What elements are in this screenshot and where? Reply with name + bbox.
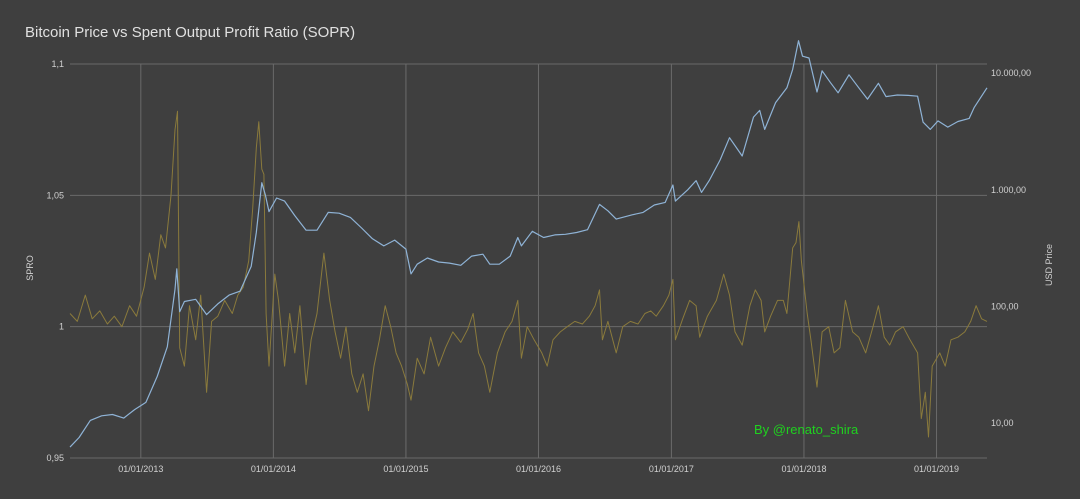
sopr-series-line: [69, 110, 988, 438]
y2-tick-label: 10.000,00: [991, 68, 1031, 78]
chart-title: Bitcoin Price vs Spent Output Profit Rat…: [25, 24, 356, 41]
x-tick-label: 01/01/2014: [251, 464, 296, 474]
grid-layer: [70, 63, 987, 459]
x-tick-label: 01/01/2016: [516, 464, 561, 474]
x-tick-label: 01/01/2017: [649, 464, 694, 474]
price-series-line: [69, 40, 988, 448]
axis-layer: 0,95 1 1,05 1,1 01/01/2013 01/01/2014 01/01/20…: [46, 59, 1031, 474]
y-tick-label: 1,1: [51, 59, 64, 69]
y2-tick-label: 10,00: [991, 418, 1014, 428]
y2-tick-label: 100,00: [991, 301, 1019, 311]
x-tick-label: 01/01/2018: [781, 464, 826, 474]
x-tick-label: 01/01/2013: [118, 464, 163, 474]
author-annotation: By @renato_shira: [754, 422, 859, 437]
y-tick-label: 0,95: [46, 453, 64, 463]
x-tick-label: 01/01/2015: [383, 464, 428, 474]
y2-axis-label: USD Price: [1044, 244, 1054, 286]
y-tick-label: 1: [59, 322, 64, 332]
y-tick-label: 1,05: [46, 190, 64, 200]
y2-tick-label: 1.000,00: [991, 185, 1026, 195]
y-axis-label: SPRO: [25, 255, 35, 281]
series-layer: [69, 40, 988, 448]
x-tick-label: 01/01/2019: [914, 464, 959, 474]
